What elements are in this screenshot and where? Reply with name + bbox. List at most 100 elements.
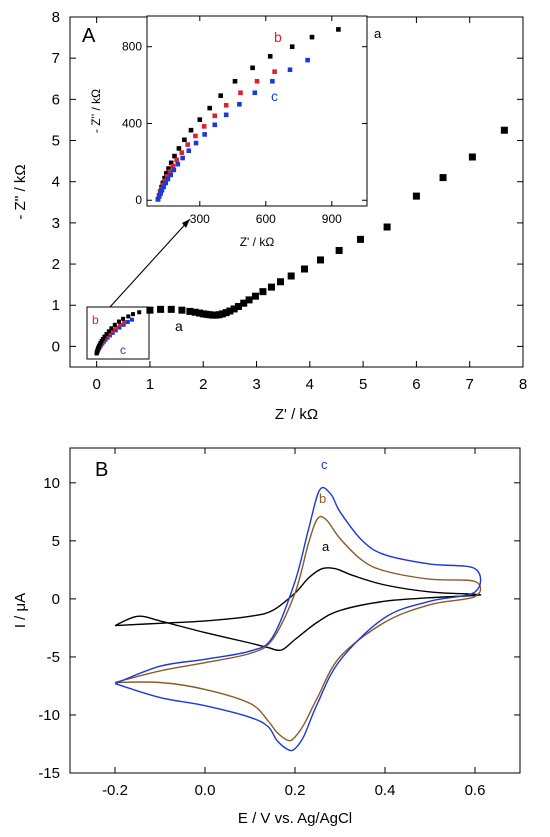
panel-a-x-tick-label: 8 bbox=[519, 376, 527, 393]
inset-axes: 300 600 900 0 400 800 Z' / kΩ - Z'' / kΩ bbox=[89, 16, 367, 249]
inset-point-c bbox=[223, 112, 229, 118]
panel-b-x-axis-label: E / V vs. Ag/AgCl bbox=[238, 810, 352, 827]
inset-point-b bbox=[223, 102, 229, 108]
panel-a-point-a bbox=[157, 305, 165, 313]
inset-point-b bbox=[238, 90, 243, 96]
zoom-mini-point-b bbox=[110, 328, 115, 333]
panel-a-point-a bbox=[335, 246, 343, 254]
inset-point-a bbox=[166, 166, 171, 171]
panel-b-letter: B bbox=[95, 459, 108, 481]
panel-a-x-tick-label: 6 bbox=[412, 376, 420, 393]
inset-point-c bbox=[161, 184, 167, 190]
panel-a-point-a bbox=[178, 306, 186, 314]
panel-a-x-tick-label: 4 bbox=[306, 376, 314, 393]
inset-point-c bbox=[165, 176, 171, 182]
zoom-mini-point-c bbox=[113, 328, 118, 333]
inset-point-c bbox=[163, 180, 168, 186]
zoom-mini-point-b bbox=[114, 325, 119, 330]
panel-b-y-tick-label: 0 bbox=[52, 591, 60, 608]
inset-point-b bbox=[201, 124, 207, 129]
inset-point-b bbox=[179, 150, 185, 155]
panel-b-curves bbox=[114, 486, 482, 752]
panel-a-y-tick-label: 1 bbox=[52, 297, 60, 314]
panel-b-curve-c bbox=[114, 486, 482, 752]
inset-point-c bbox=[180, 155, 185, 161]
zoom-box bbox=[86, 306, 150, 360]
zoom-mini-point-c bbox=[125, 320, 130, 325]
inset-data-points bbox=[155, 27, 341, 202]
inset-point-a bbox=[164, 171, 169, 176]
panel-a-letter: A bbox=[82, 25, 96, 47]
inset-point-a bbox=[176, 146, 182, 151]
zoom-mini-point-a bbox=[131, 312, 135, 317]
panel-b-x-tick-label: 0.4 bbox=[375, 782, 396, 799]
inset-point-a bbox=[162, 175, 167, 181]
inset-point-b bbox=[193, 133, 198, 139]
panel-a-point-a bbox=[186, 307, 194, 315]
panel-a-x-tick-label: 7 bbox=[466, 376, 474, 393]
zoom-mini-point-a bbox=[106, 329, 111, 334]
panel-a-x-tick-label: 1 bbox=[146, 376, 154, 393]
panel-b-y-tick-label: -15 bbox=[38, 765, 60, 782]
panel-b-x-tick-label: 0.0 bbox=[195, 782, 216, 799]
panel-a-point-a bbox=[316, 256, 324, 264]
zoom-arrow bbox=[109, 218, 191, 308]
inset-point-c bbox=[202, 132, 207, 137]
inset-y-tick-label: 0 bbox=[135, 193, 142, 207]
panel-a-point-a bbox=[356, 235, 364, 243]
inset-point-a bbox=[168, 160, 174, 166]
panel-a-y-axis-label: - Z'' / kΩ bbox=[12, 164, 29, 219]
inset-point-c bbox=[159, 187, 165, 193]
panel-a-y-tick-label: 0 bbox=[52, 338, 60, 355]
panel-a-point-a bbox=[468, 153, 476, 161]
panel-a-y-tick-label: 5 bbox=[52, 133, 60, 150]
panel-a-point-a bbox=[259, 288, 267, 296]
inset-point-c bbox=[270, 78, 275, 84]
panel-a-x-tick-label: 5 bbox=[359, 376, 367, 393]
inset-point-c bbox=[287, 67, 293, 73]
panel-b-series-b-label: b bbox=[319, 491, 326, 506]
inset-point-b bbox=[164, 173, 170, 179]
zoom-mini-point-a bbox=[100, 336, 105, 341]
inset-point-a bbox=[336, 27, 341, 32]
inset-plot: 300 600 900 0 400 800 Z' / kΩ - Z'' / kΩ a b c bbox=[89, 15, 382, 249]
inset-point-c bbox=[193, 140, 199, 146]
inset-y-tick-label: 800 bbox=[122, 40, 142, 54]
panel-a-point-a bbox=[267, 283, 275, 291]
panel-a-x-tick-label: 2 bbox=[199, 376, 207, 393]
zoom-mini-point-b bbox=[122, 320, 127, 325]
zoom-mini-point-a bbox=[99, 339, 104, 344]
inset-point-a bbox=[188, 127, 194, 133]
panel-a-x-axis-label: Z' / kΩ bbox=[275, 406, 318, 423]
inset-point-a bbox=[197, 117, 203, 122]
panel-b-curve-b bbox=[114, 515, 482, 742]
panel-a-point-a bbox=[251, 292, 259, 300]
panel-a-y-tick-label: 7 bbox=[52, 50, 60, 67]
inset-point-c bbox=[237, 101, 242, 107]
panel-b-y-axis-label: I / μA bbox=[12, 593, 29, 628]
panel-a-x-tick-label: 0 bbox=[92, 376, 100, 393]
inset-point-c bbox=[305, 57, 310, 63]
panel-b-y-tick-label: 10 bbox=[43, 475, 60, 492]
panel-b-x-tick-label: 0.6 bbox=[465, 782, 486, 799]
inset-point-a bbox=[172, 153, 177, 159]
panel-a-point-a bbox=[226, 307, 234, 315]
zoom-mini-point-a bbox=[126, 314, 131, 319]
panel-a-point-a bbox=[383, 223, 391, 231]
inset-point-a bbox=[218, 93, 223, 98]
inset-series-b-label: b bbox=[274, 29, 282, 45]
panel-a-point-a bbox=[234, 302, 242, 310]
inset-point-a bbox=[182, 137, 187, 143]
inset-point-c bbox=[171, 167, 177, 173]
zoom-mini-point-a bbox=[116, 319, 121, 324]
inset-point-b bbox=[185, 142, 190, 147]
panel-b-y-tick-label: -10 bbox=[38, 707, 60, 724]
panel-a-point-a bbox=[439, 174, 447, 182]
zoom-mini-point-a bbox=[137, 310, 142, 315]
panel-a-point-a bbox=[222, 309, 230, 317]
inset-point-c bbox=[158, 191, 163, 196]
panel-b-y-tick-label: 5 bbox=[52, 533, 60, 550]
panel-a-point-a bbox=[300, 265, 308, 273]
panel-a-series-a-label: a bbox=[175, 318, 183, 334]
